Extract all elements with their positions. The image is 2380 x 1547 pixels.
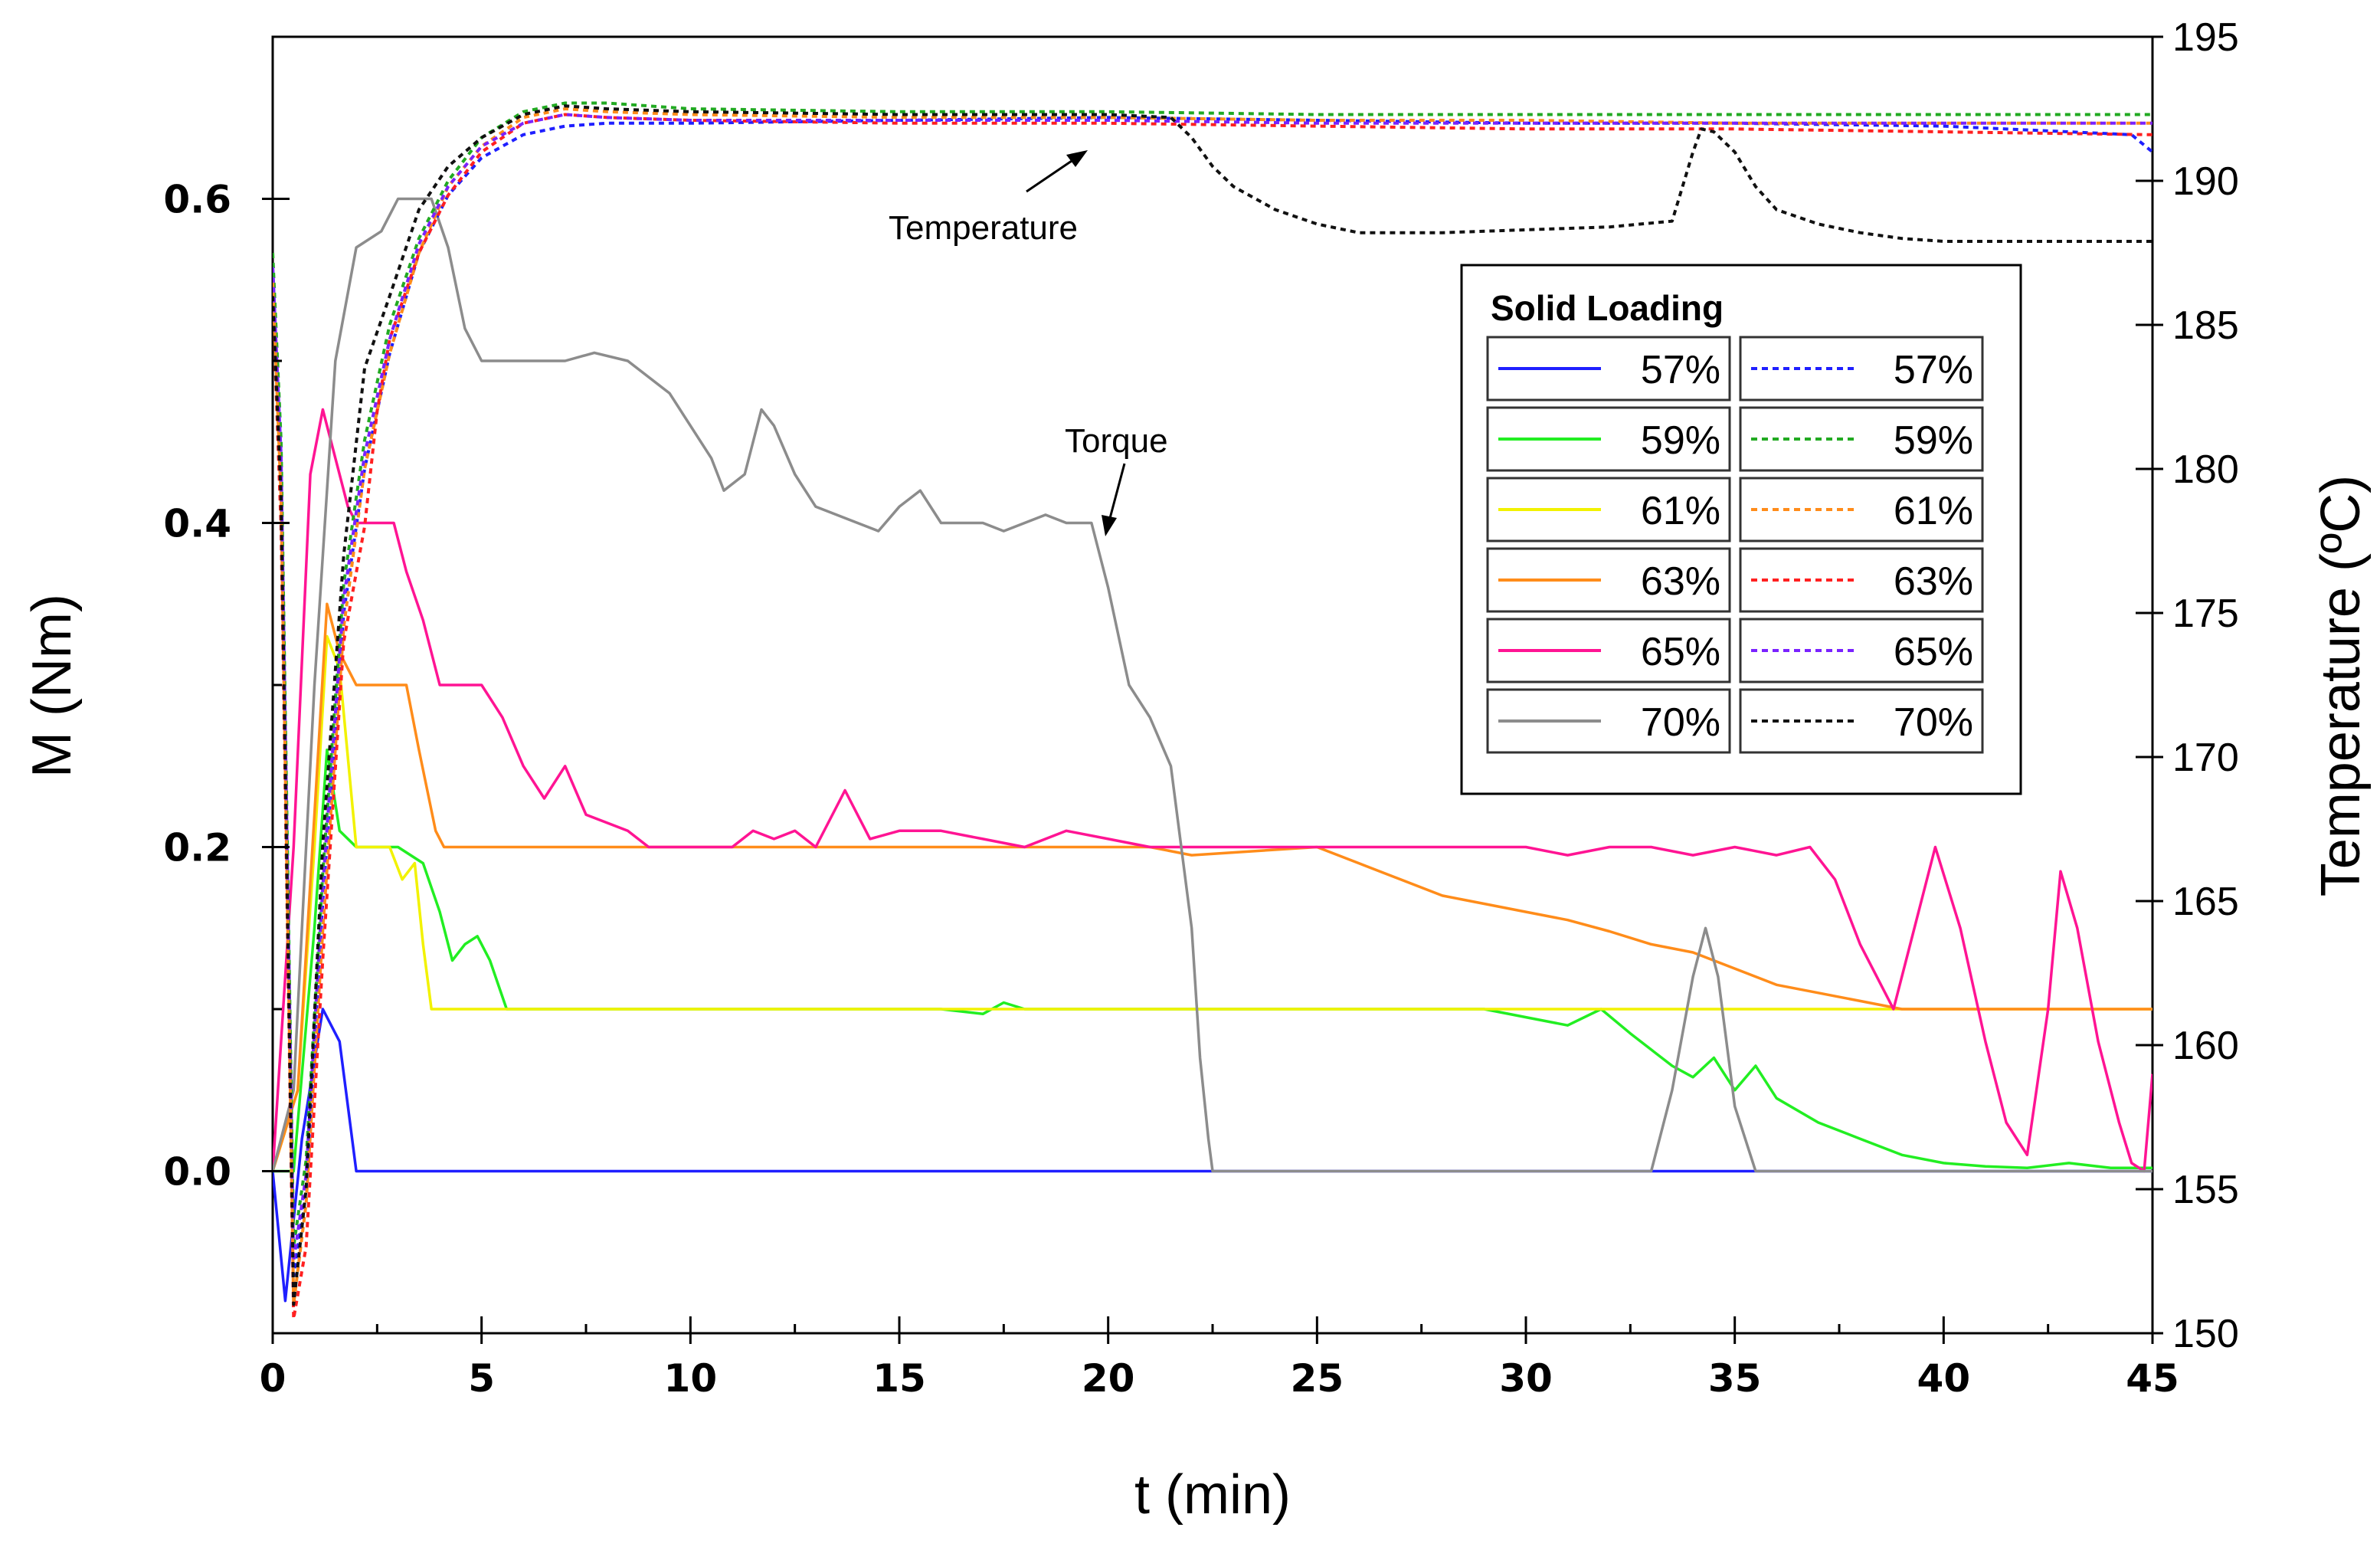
torque-series-group: [273, 197, 2152, 1303]
legend-label: 61%: [1894, 489, 1973, 533]
y2-tick-label: 165: [2172, 880, 2239, 924]
y2-tick-label: 190: [2172, 159, 2239, 204]
legend-label: 65%: [1894, 630, 1973, 674]
y2-tick-label: 180: [2172, 447, 2239, 492]
torque-line-59pct: [273, 748, 2152, 1173]
x-tick-label: 5: [468, 1356, 495, 1401]
legend-label: 65%: [1641, 630, 1720, 674]
x-tick-label: 0: [260, 1356, 286, 1401]
legend-entry-box: [1739, 336, 1984, 401]
x-tick-label: 10: [664, 1356, 718, 1401]
legend-entry-box: [1739, 406, 1984, 472]
y2-axis-ticks: 150 155 160 165 170 175 180 185 190 195: [2136, 15, 2239, 1356]
legend-label: 57%: [1894, 348, 1973, 392]
torque-line-61pct: [273, 634, 2152, 1172]
legend-entry-box: [1739, 477, 1984, 542]
temperature-line-65pct: [273, 113, 2152, 1263]
y2-tick-label: 175: [2172, 592, 2239, 636]
legend-label: 61%: [1641, 489, 1720, 533]
y-tick-label: 0.0: [163, 1150, 231, 1195]
x-tick-label: 40: [1917, 1356, 1971, 1401]
y2-tick-label: 195: [2172, 15, 2239, 60]
temperature-line-61pct: [273, 107, 2152, 1306]
y-tick-label: 0.6: [163, 178, 231, 222]
x-axis-ticks: 0 5 10 15 20 25 30 35 40 45: [260, 1316, 2179, 1401]
x-tick-label: 45: [2126, 1356, 2179, 1401]
y-tick-label: 0.4: [163, 502, 231, 546]
temperature-arrow-shaft: [1026, 156, 1077, 193]
y2-tick-label: 185: [2172, 303, 2239, 348]
legend-entry-box: [1739, 547, 1984, 613]
legend-label: 63%: [1894, 559, 1973, 604]
legend-label: 59%: [1641, 418, 1720, 463]
torque-line-70pct: [273, 197, 2152, 1173]
legend-entry-box: [1739, 688, 1984, 754]
x-tick-label: 15: [872, 1356, 926, 1401]
legend-entries: 57% 57% 59% 59% 61% 61% 63% 63% 65% 65% 70% 70%: [1486, 336, 1984, 754]
legend-label: 63%: [1641, 559, 1720, 604]
y2-tick-label: 150: [2172, 1312, 2239, 1356]
temperature-annotation: Temperature: [889, 209, 1078, 247]
y-axis-ticks: 0.0 0.2 0.4 0.6: [163, 35, 290, 1335]
torque-arrow-head: [1102, 515, 1117, 536]
y-axis-title: M (Nm): [21, 594, 83, 778]
x-axis-title: t (min): [1134, 1464, 1291, 1526]
temperature-line-70pct: [273, 104, 2152, 1306]
x-tick-label: 35: [1708, 1356, 1762, 1401]
legend-title: Solid Loading: [1491, 288, 1724, 328]
torque-arrow-shaft: [1108, 463, 1126, 522]
torque-line-63pct: [273, 602, 2152, 1172]
legend: Solid Loading 57% 57% 59% 59% 61% 61% 63% 63% 65…: [1460, 264, 2022, 795]
x-tick-label: 25: [1291, 1356, 1344, 1401]
temperature-series-group: [273, 101, 2152, 1321]
y2-axis-title: Temperature (ºC): [2310, 475, 2372, 896]
legend-label: 59%: [1894, 418, 1973, 463]
legend-entry-box: [1739, 618, 1984, 683]
y2-tick-label: 160: [2172, 1024, 2239, 1068]
temperature-arrow-head: [1066, 150, 1088, 167]
y-tick-label: 0.2: [163, 826, 231, 870]
torque-annotation: Torque: [1065, 422, 1168, 460]
torque-line-65pct: [273, 408, 2152, 1173]
x-tick-label: 30: [1499, 1356, 1553, 1401]
y2-tick-label: 170: [2172, 736, 2239, 780]
x-tick-label: 20: [1082, 1356, 1135, 1401]
y2-tick-label: 155: [2172, 1168, 2239, 1212]
legend-label: 70%: [1641, 700, 1720, 745]
temperature-line-63pct: [273, 113, 2152, 1321]
legend-label: 57%: [1641, 348, 1720, 392]
legend-label: 70%: [1894, 700, 1973, 745]
